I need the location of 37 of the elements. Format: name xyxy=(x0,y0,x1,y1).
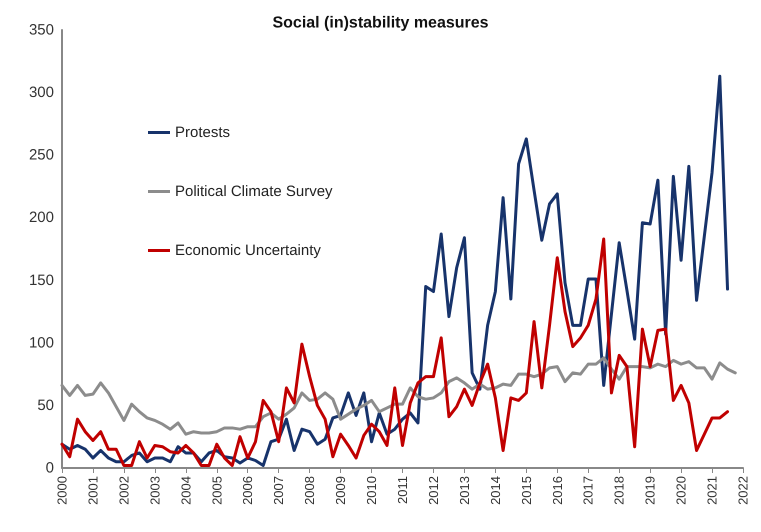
x-tick-label: 2007 xyxy=(271,476,286,505)
x-tick-label: 2000 xyxy=(54,476,70,505)
x-tick-label: 2018 xyxy=(612,476,627,505)
y-tick-label: 100 xyxy=(28,334,54,352)
legend-label: Protests xyxy=(175,124,230,141)
line-series xyxy=(60,74,730,467)
line-series xyxy=(60,237,730,467)
legend-label: Economic Uncertainty xyxy=(175,242,322,259)
x-tick-label: 2002 xyxy=(116,476,132,505)
x-tick-label: 2020 xyxy=(674,476,689,505)
y-tick-label: 250 xyxy=(28,146,54,164)
x-tick-label: 2010 xyxy=(364,476,380,505)
x-tick-label: 2001 xyxy=(85,476,100,505)
x-tick-label: 2016 xyxy=(550,476,565,505)
x-tick-label: 2011 xyxy=(395,476,410,504)
x-tick-label: 2021 xyxy=(704,476,720,505)
x-tick-label: 2008 xyxy=(302,476,318,505)
y-tick-label: 200 xyxy=(28,209,54,226)
y-tick-label: 300 xyxy=(28,84,54,102)
x-tick-label: 2004 xyxy=(178,476,194,505)
x-tick-label: 2006 xyxy=(240,476,256,505)
x-tick-label: 2003 xyxy=(147,476,162,505)
y-tick-label: 50 xyxy=(37,396,54,414)
x-tick-label: 2005 xyxy=(209,476,224,505)
x-tick-label: 2009 xyxy=(333,476,348,505)
x-tick-label: 2012 xyxy=(426,476,441,505)
x-tick-label: 2014 xyxy=(488,476,503,505)
x-tick-label: 2015 xyxy=(518,476,534,505)
x-tick-label: 2022 xyxy=(736,476,750,505)
y-tick-label: 350 xyxy=(28,22,54,38)
y-tick-label: 150 xyxy=(28,272,54,289)
x-tick-label: 2019 xyxy=(642,476,658,505)
chart-title: Social (in)stability measures xyxy=(272,14,489,32)
x-tick-label: 2013 xyxy=(456,476,472,505)
y-tick-label: 0 xyxy=(46,460,54,476)
legend-label: Political Climate Survey xyxy=(175,183,334,200)
x-tick-label: 2017 xyxy=(580,476,596,505)
